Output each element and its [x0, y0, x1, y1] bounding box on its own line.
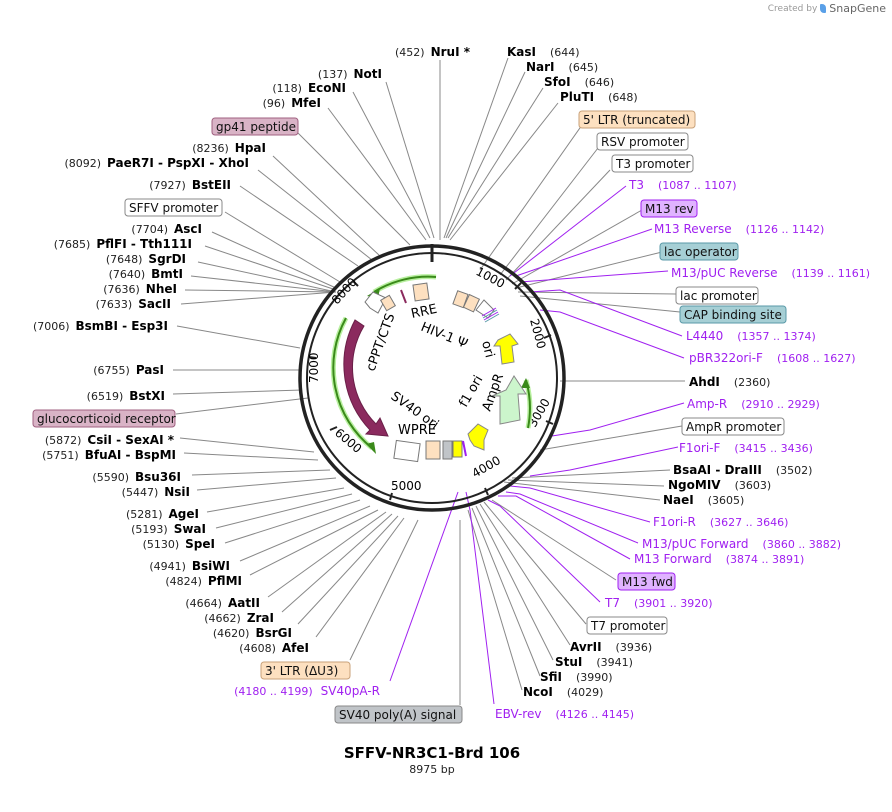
primer-sv40pa-r: (4180 .. 4199) SV40pA-R [234, 684, 380, 698]
created-by-text: Created by [767, 3, 818, 14]
feature-rsv-promoter: RSV promoter [601, 135, 685, 149]
feature-sv40-polya: SV40 poly(A) signal [339, 708, 456, 722]
enzyme-site: SfoI (646) [544, 75, 614, 89]
enzyme-site: (4824) PflMI [165, 574, 242, 588]
enzyme-site: (5130) SpeI [143, 537, 215, 551]
feature-labels: gp41 peptide SFFV promoter glucocorticoi… [32, 110, 787, 724]
enzyme-site: (4620) BsrGI [213, 626, 292, 640]
enzyme-labels-right: KasI (644) NarI (645) SfoI (646) PluTI (648)… [507, 45, 812, 699]
map-features [330, 274, 533, 463]
enzyme-site: (4662) ZraI [204, 611, 274, 625]
enzyme-site: (7636) NheI [103, 282, 177, 296]
ring-ticks [308, 280, 554, 501]
enzyme-site: (5193) SwaI [131, 522, 206, 536]
inner-label-hiv1-psi: HIV-1 Ψ [419, 320, 470, 352]
enzyme-site: (7927) BstEII [149, 178, 231, 192]
inner-label-wpre: WPRE [398, 423, 436, 438]
enzyme-site: (6519) BstXI [87, 389, 165, 403]
enzyme-site: NgoMIV (3603) [668, 478, 771, 492]
enzyme-site: (4664) AatII [185, 596, 260, 610]
primer-f1ori-f: F1ori-F (3415 .. 3436) [679, 441, 813, 455]
enzyme-site: (118) EcoNI [272, 81, 346, 95]
brand-name: SnapGene [829, 2, 886, 15]
enzyme-site: (7633) SacII [96, 297, 171, 311]
enzyme-site: (5751) BfuAI - BspMI [42, 448, 176, 462]
inner-label-ori: ori [478, 339, 497, 359]
tick-7000: 7000 [307, 352, 321, 383]
primer-m13-puc-forward: M13/pUC Forward (3860 .. 3882) [642, 537, 841, 551]
enzyme-site: (7640) BmtI [109, 267, 183, 281]
feature-5-ltr: 5' LTR (truncated) [583, 113, 690, 127]
feature-m13-rev: M13 rev [645, 202, 694, 216]
enzyme-site: (4941) BsiWI [149, 559, 230, 573]
enzyme-site: (5872) CsiI - SexAI * [45, 433, 175, 447]
enzyme-site: (7704) AscI [131, 222, 202, 236]
enzyme-site: (7685) PflFI - Tth111I [54, 237, 192, 251]
tick-2000: 2000 [527, 317, 548, 350]
enzyme-site: AvrII (3936) [570, 640, 652, 654]
snapgene-logo-icon [820, 4, 827, 13]
enzyme-site: (452) NruI * [395, 45, 471, 59]
enzyme-site: AhdI (2360) [689, 375, 770, 389]
enzyme-site: (4608) AfeI [239, 641, 309, 655]
feature-t7-promoter: T7 promoter [590, 619, 666, 633]
primer-amp-r: Amp-R (2910 .. 2929) [687, 397, 820, 411]
inner-label-cppt-cts: cPPT/CTS [364, 311, 399, 373]
plasmid-backbone [298, 244, 566, 512]
primer-ebv-rev: EBV-rev (4126 .. 4145) [495, 707, 634, 721]
enzyme-site: NaeI (3605) [663, 493, 744, 507]
enzyme-labels-left: (452) NruI * (137) NotI (118) EcoNI (96) Mfe… [33, 45, 471, 655]
enzyme-site: (7648) SgrDI [106, 252, 186, 266]
feature-lac-operator: lac operator [664, 245, 737, 259]
inner-label-rre: RRE [410, 302, 439, 322]
enzyme-connector-lines [172, 57, 685, 705]
primer-labels: T3 (1087 .. 1107) M13 Reverse (1126 .. 114… [234, 178, 870, 721]
feature-gp41-peptide: gp41 peptide [216, 120, 296, 134]
plasmid-length: 8975 bp [409, 763, 455, 776]
plasmid-name: SFFV-NR3C1-Brd 106 [343, 744, 521, 762]
enzyme-site: (6755) PasI [93, 363, 164, 377]
primer-l4440: L4440 (1357 .. 1374) [686, 329, 816, 343]
primer-pbr322ori-f: pBR322ori-F (1608 .. 1627) [689, 351, 856, 365]
feature-sffv-promoter: SFFV promoter [129, 201, 218, 215]
enzyme-site: (8092) PaeR7I - PspXI - XhoI [64, 156, 249, 170]
primer-t3: T3 (1087 .. 1107) [628, 178, 737, 192]
enzyme-site: StuI (3941) [555, 655, 633, 669]
primer-t7: T7 (3901 .. 3920) [604, 596, 713, 610]
enzyme-site: (5590) Bsu36I [92, 470, 181, 484]
primer-m13-puc-reverse: M13/pUC Reverse (1139 .. 1161) [671, 266, 870, 280]
enzyme-site: (137) NotI [318, 67, 382, 81]
feature-ampr-promoter: AmpR promoter [686, 420, 781, 434]
enzyme-site: (5447) NsiI [122, 485, 190, 499]
enzyme-site: SfiI (3990) [540, 670, 613, 684]
feature-m13-fwd: M13 fwd [622, 575, 673, 589]
feature-glucocorticoid-receptor: glucocorticoid receptor [37, 412, 176, 426]
enzyme-site: (8236) HpaI [192, 141, 266, 155]
enzyme-site: KasI (644) [507, 45, 580, 59]
enzyme-site: BsaAI - DraIII (3502) [673, 463, 812, 477]
tick-4000: 4000 [470, 453, 503, 480]
primer-m13-forward: M13 Forward (3874 .. 3891) [634, 552, 804, 566]
enzyme-site: PluTI (648) [560, 90, 638, 104]
enzyme-site: NcoI (4029) [523, 685, 603, 699]
enzyme-site: (5281) AgeI [126, 507, 199, 521]
feature-lac-promoter: lac promoter [680, 289, 757, 303]
tick-5000: 5000 [391, 479, 422, 493]
feature-cap-binding-site: CAP binding site [684, 308, 782, 322]
feature-3-ltr: 3' LTR (ΔU3) [265, 664, 338, 678]
enzyme-site: (7006) BsmBI - Esp3I [33, 319, 168, 333]
snapgene-credit: Created by SnapGene [768, 2, 886, 15]
feature-t3-promoter: T3 promoter [615, 157, 691, 171]
primer-m13-reverse: M13 Reverse (1126 .. 1142) [654, 222, 824, 236]
primer-f1ori-r: F1ori-R (3627 .. 3646) [653, 515, 788, 529]
enzyme-site: (96) MfeI [263, 96, 321, 110]
enzyme-site: NarI (645) [526, 60, 598, 74]
tick-6000: 6000 [332, 426, 364, 456]
